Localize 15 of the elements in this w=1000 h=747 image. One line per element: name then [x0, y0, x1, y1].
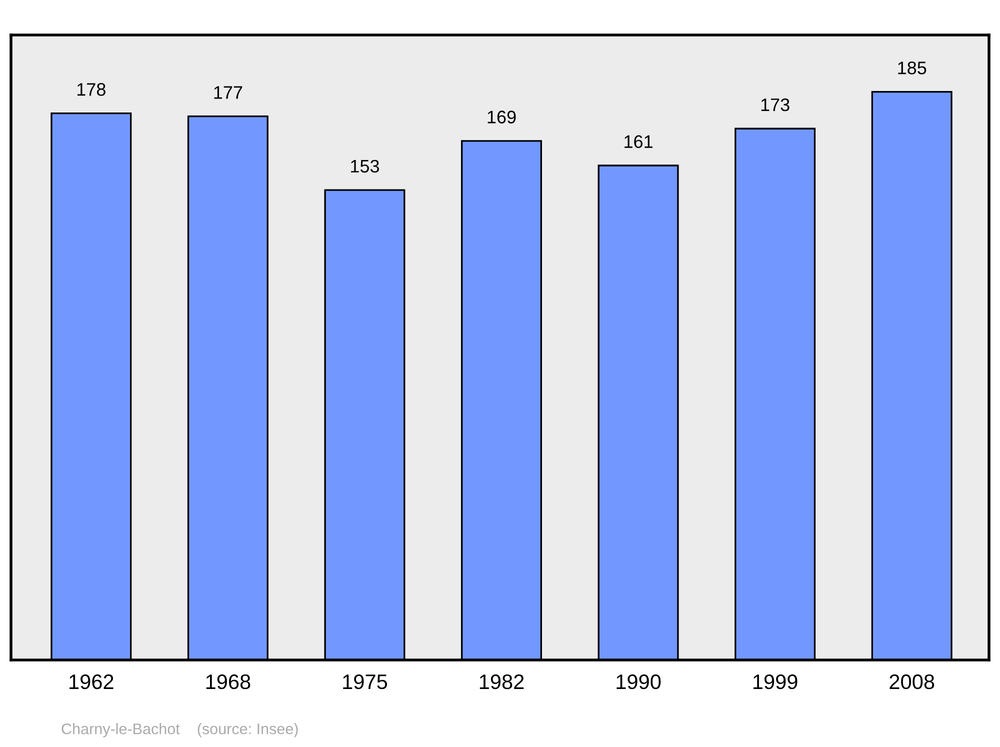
data-label: 169 [488, 110, 516, 124]
x-tick-label: 1990 [616, 674, 661, 690]
x-tick-label: 1962 [70, 674, 114, 690]
data-label: 178 [77, 83, 106, 96]
data-label: 177 [214, 86, 242, 99]
data-label: 153 [351, 160, 379, 173]
text: Charny-le-Bachot (source: Insee) [62, 723, 298, 738]
x-tick-label: 1999 [753, 674, 798, 690]
x-tick-label: 1968 [206, 674, 250, 690]
data-label: 173 [761, 98, 790, 112]
data-label: 185 [898, 62, 926, 74]
x-tick-label: 1975 [343, 674, 388, 690]
x-tick-label: 2008 [890, 674, 934, 690]
x-tick-label: 1982 [480, 674, 524, 690]
data-label: 161 [624, 135, 652, 148]
